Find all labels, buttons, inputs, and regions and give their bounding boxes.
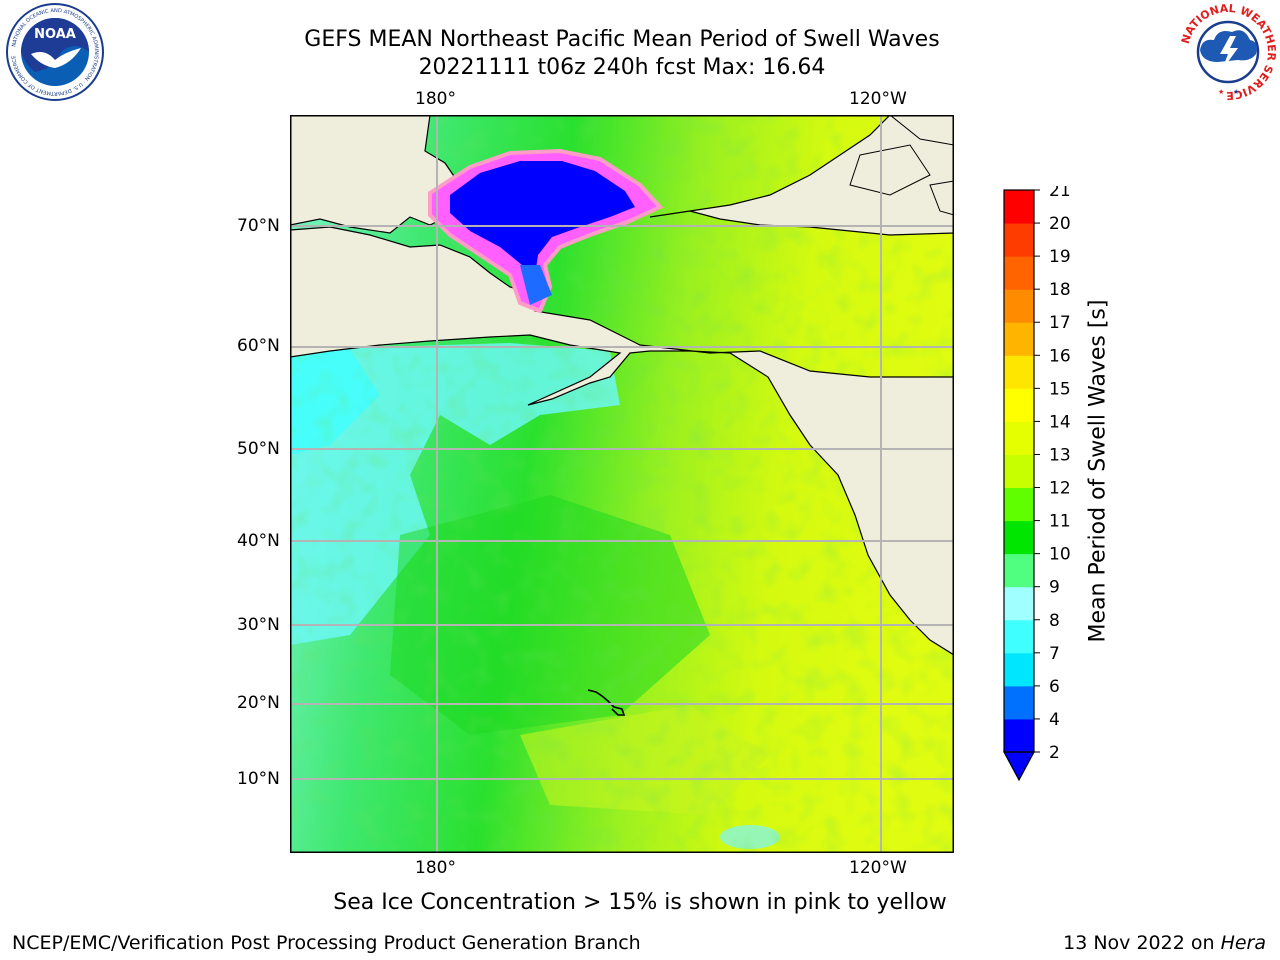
title-line-2: 20221111 t06z 240h fcst Max: 16.64: [418, 55, 826, 80]
lat-tick-20n: 20°N: [237, 693, 280, 713]
noaa-text: NOAA: [34, 27, 76, 42]
svg-text:★: ★: [1218, 88, 1224, 96]
colorbar-tick-label: 17: [1049, 313, 1071, 333]
colorbar-tick-label: 13: [1049, 445, 1071, 465]
colorbar-swatch: [1004, 190, 1034, 224]
arctic-coast-land: [649, 115, 954, 236]
colorbar: 2 4 6 7 8 9 10 11 12 13 14 15 16 17 18 19 20 21: [1002, 186, 1071, 782]
colorbar-tick-label: 8: [1049, 611, 1060, 631]
map-frame: [290, 115, 954, 853]
graticule: [290, 115, 954, 853]
nws-logo: NATIONAL WEATHER SERVICE ★ ★: [1179, 2, 1278, 102]
footer-left: NCEP/EMC/Verification Post Processing Pr…: [12, 932, 641, 954]
colorbar-tick-label: 18: [1049, 280, 1071, 300]
colorbar-swatch: [1004, 421, 1034, 455]
colorbar-swatch: [1004, 487, 1034, 522]
colorbar-swatch: [1004, 652, 1034, 687]
lat-tick-50n: 50°N: [237, 439, 280, 459]
colorbar-swatch: [1004, 685, 1034, 720]
colorbar-tick-label: 10: [1049, 545, 1071, 565]
top-tick-180: 180°: [415, 89, 456, 109]
sea-ice-note: Sea Ice Concentration > 15% is shown in …: [333, 890, 947, 915]
colorbar-tick-label: 16: [1049, 346, 1071, 366]
colorbar-swatch: [1004, 553, 1034, 588]
colorbar-tick-label: 2: [1049, 743, 1060, 763]
colorbar-extension: [1002, 751, 1036, 782]
map-panel: [290, 115, 954, 853]
lat-tick-30n: 30°N: [237, 615, 280, 635]
bottom-tick-120w: 120°W: [849, 858, 907, 878]
colorbar-tick-label: 4: [1049, 710, 1060, 730]
bottom-tick-180: 180°: [415, 858, 456, 878]
footer-machine: Hera: [1220, 932, 1266, 954]
colorbar-tick-label: 20: [1049, 214, 1071, 234]
lat-tick-10n: 10°N: [237, 769, 280, 789]
arctic-island: [849, 144, 931, 196]
lat-tick-70n: 70°N: [237, 216, 280, 236]
colorbar-swatch: [1004, 619, 1034, 654]
svg-text:★: ★: [1233, 88, 1239, 96]
colorbar-swatch: [1004, 223, 1034, 257]
colorbar-swatch: [1004, 520, 1034, 555]
lat-tick-60n: 60°N: [237, 336, 280, 356]
top-tick-120w: 120°W: [849, 89, 907, 109]
colorbar-tick-label: 7: [1049, 644, 1060, 664]
lat-tick-40n: 40°N: [237, 531, 280, 551]
colorbar-label: Mean Period of Swell Waves [s]: [1085, 299, 1111, 643]
sea-ice-core: [450, 161, 635, 275]
colorbar-tick-label: 21: [1049, 186, 1071, 201]
colorbar-swatch: [1004, 454, 1034, 489]
footer-date: 13 Nov 2022 on: [1063, 932, 1215, 954]
colorbar-swatch: [1004, 322, 1034, 356]
title-line-1: GEFS MEAN Northeast Pacific Mean Period …: [304, 27, 940, 52]
colorbar-swatch: [1004, 718, 1034, 753]
colorbar-tick-label: 15: [1049, 379, 1071, 399]
colorbar-frame: [1003, 189, 1035, 753]
colorbar-swatch: [1004, 388, 1034, 422]
colorbar-swatch: [1004, 289, 1034, 323]
colorbar-swatch: [1004, 355, 1034, 389]
colorbar-tick-label: 14: [1049, 412, 1071, 432]
colorbar-swatch: [1004, 256, 1034, 290]
noaa-logo: NATIONAL OCEANIC AND ATMOSPHERIC ADMINIS…: [6, 3, 104, 101]
colorbar-tick-label: 6: [1049, 677, 1060, 697]
colorbar-swatch: [1004, 586, 1034, 621]
hawaii-islands: [587, 689, 626, 716]
colorbar-tick-label: 12: [1049, 479, 1071, 499]
colorbar-tick-label: 9: [1049, 578, 1060, 598]
colorbar-tick-label: 19: [1049, 247, 1071, 267]
colorbar-tick-label: 11: [1049, 512, 1071, 532]
footer-right: 13 Nov 2022 on Hera: [1063, 932, 1266, 954]
